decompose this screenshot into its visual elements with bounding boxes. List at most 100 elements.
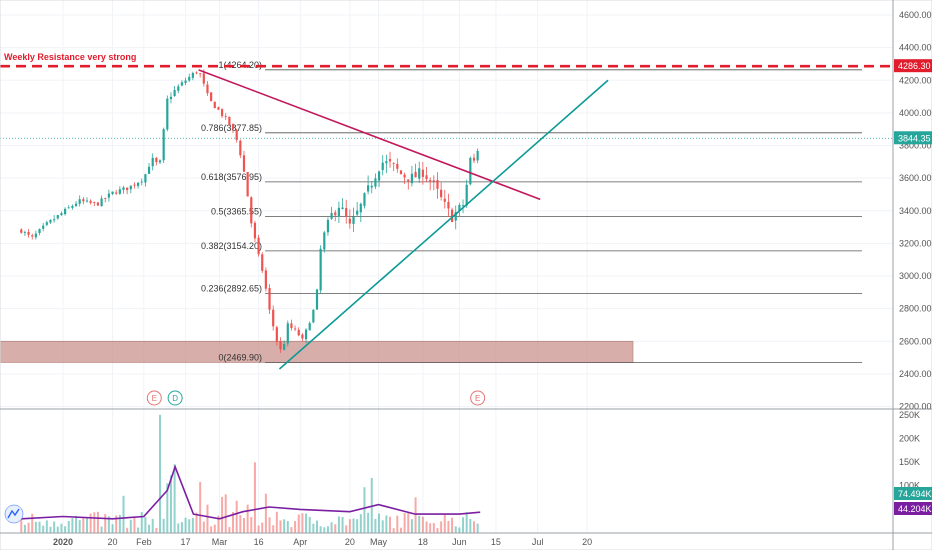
candle-body <box>458 204 461 211</box>
volume-bar <box>85 517 88 533</box>
resistance-layer: Weekly Resistance very strong <box>0 52 893 68</box>
candle-body <box>268 287 271 310</box>
volume-bar <box>462 517 465 533</box>
candle-body <box>104 198 107 199</box>
grid-lines <box>0 0 893 533</box>
time-tick-label: 17 <box>181 537 191 547</box>
candle-body <box>202 73 205 84</box>
candle-body <box>399 170 403 174</box>
candle-body <box>213 101 216 109</box>
candle-body <box>403 174 406 178</box>
candle-body <box>228 116 231 126</box>
candle-body <box>418 168 421 179</box>
volume-bar <box>155 527 158 533</box>
event-label: D <box>172 394 178 403</box>
price-tick-label: 4000.00 <box>899 108 932 118</box>
volume-bar <box>319 526 322 533</box>
volume-bar <box>305 513 308 533</box>
logo-chevron-icon <box>7 508 20 519</box>
candle-body <box>144 174 147 183</box>
candle-body <box>177 86 180 91</box>
fib-label: 0.382(3154.20) <box>201 241 262 251</box>
volume-bar <box>308 516 311 533</box>
support-zone-layer <box>0 340 634 363</box>
volume-bar <box>111 524 114 533</box>
volume-bar <box>356 519 359 533</box>
candle-body <box>34 233 37 238</box>
volume-bar <box>290 527 293 533</box>
candle-body <box>184 80 187 84</box>
volume-bar <box>202 521 205 533</box>
volume-bar <box>42 525 45 533</box>
candle-body <box>377 171 381 181</box>
volume-bar <box>421 516 424 533</box>
candle-body <box>385 161 388 164</box>
volume-tick-label: 200K <box>899 433 920 443</box>
candle-body <box>421 169 424 177</box>
volume-bar <box>374 518 377 533</box>
volume-bar <box>261 522 264 533</box>
candle-body <box>111 191 114 195</box>
volume-bar <box>294 521 297 533</box>
fib-label: 0.786(3877.85) <box>201 123 262 133</box>
fibonacci-levels: 1(4264.20) 0.786(3877.85) 0.618(3576.95) 0.… <box>201 60 862 363</box>
resistance-label: Weekly Resistance very strong <box>4 52 136 62</box>
volume-bar <box>140 512 143 533</box>
volume-bar <box>93 512 96 533</box>
volume-bar <box>122 495 125 533</box>
last-price-tag-bg <box>894 131 932 145</box>
candle-body <box>206 84 209 94</box>
volume-bar <box>436 528 439 533</box>
volume-bar <box>418 515 421 533</box>
volume-bar <box>451 517 454 533</box>
volume-bar <box>151 518 154 533</box>
candle-body <box>107 193 110 198</box>
candle-body <box>396 163 399 169</box>
candle-body <box>210 92 213 102</box>
candle-body <box>199 73 202 75</box>
price-tick-label: 3200.00 <box>899 238 932 248</box>
time-tick-label: Apr <box>293 537 307 547</box>
candle-body <box>115 192 118 194</box>
candle-body <box>283 343 286 350</box>
candle-body <box>301 334 304 339</box>
candle-body <box>352 216 355 224</box>
volume-bar <box>326 526 329 533</box>
candle-body <box>356 210 359 215</box>
candle-body <box>60 213 63 216</box>
support-zone <box>0 340 634 363</box>
candle-body <box>469 157 472 185</box>
last-price-tag: 3844.35 <box>898 133 931 143</box>
candle-body <box>220 109 224 116</box>
candle-body <box>180 82 184 86</box>
volume-bar <box>279 520 282 533</box>
event-marker <box>470 390 486 406</box>
candle-body <box>147 166 151 174</box>
candle-body <box>279 341 282 350</box>
volume-bar <box>180 522 183 533</box>
volume-bar <box>275 511 278 533</box>
candle-body <box>304 329 308 340</box>
volume-bar <box>129 519 132 533</box>
candle-body <box>188 76 191 81</box>
time-tick-label: 20 <box>582 537 592 547</box>
volume-bar <box>286 521 289 533</box>
volume-bar <box>89 513 92 533</box>
candle-body <box>74 203 78 206</box>
volume-bar <box>173 464 176 533</box>
candle-body <box>312 309 315 323</box>
volume-bar <box>352 518 355 533</box>
candle-body <box>217 107 220 110</box>
volume-bar <box>472 521 475 533</box>
candle-body <box>407 179 410 182</box>
volume-bar <box>169 475 172 533</box>
volume-bar <box>399 527 402 533</box>
volume-bar <box>144 517 147 533</box>
volume-bar <box>403 512 406 533</box>
candle-body <box>348 218 351 224</box>
volume-bar <box>206 504 209 533</box>
candle-body <box>56 215 59 219</box>
candle-body <box>191 72 194 78</box>
candle-body <box>169 96 173 100</box>
